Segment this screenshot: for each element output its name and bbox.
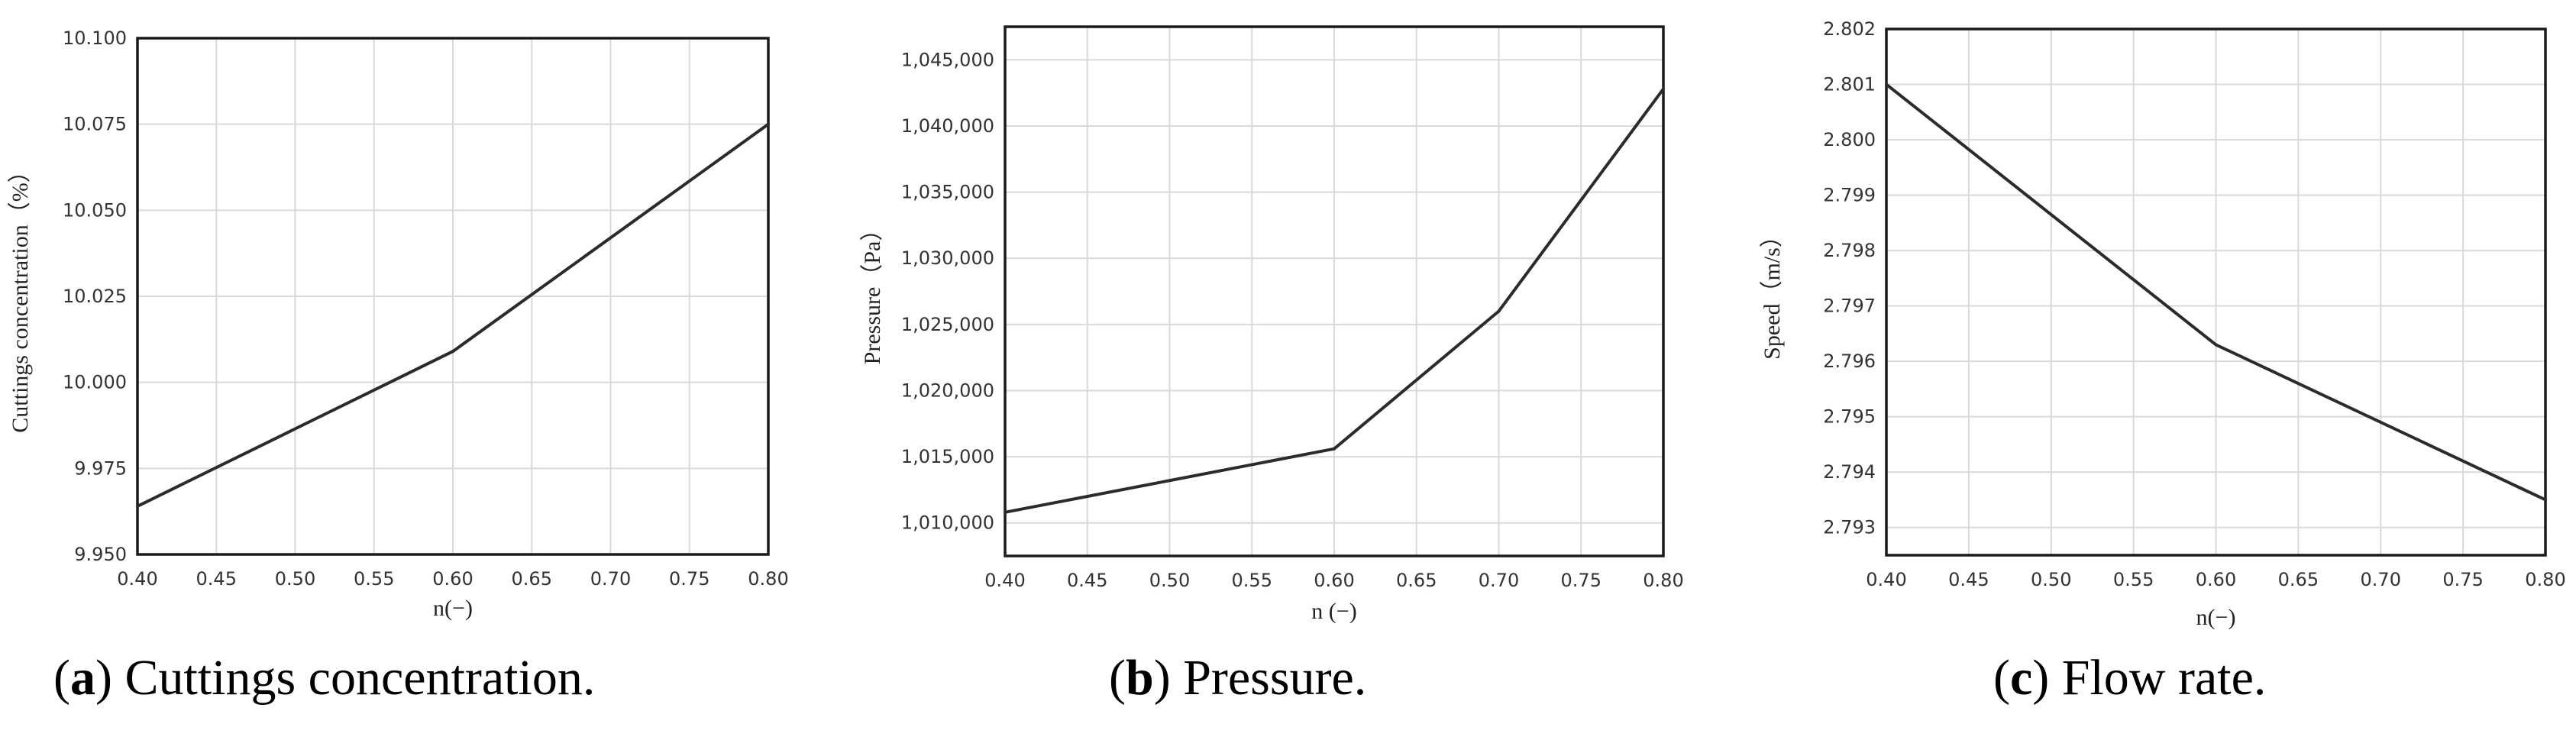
plot-frame [1885, 27, 2547, 557]
caption-a: (a) Cuttings concentration. [53, 650, 596, 706]
x-tick-label: 0.60 [1314, 570, 1354, 591]
plot-frame [1004, 25, 1665, 557]
y-tick-label: 9.950 [74, 544, 127, 565]
data-point [1885, 82, 1888, 86]
data-point [1333, 447, 1336, 451]
x-tick-label: 0.50 [2031, 569, 2071, 590]
caption-b: (b) Pressure. [1109, 650, 1367, 706]
x-tick-label: 0.65 [2278, 569, 2319, 590]
x-tick-label: 0.70 [590, 568, 631, 590]
caption-a-text: Cuttings concentration. [124, 650, 596, 706]
data-point [767, 122, 770, 126]
plot-frame [136, 37, 770, 556]
x-tick-label: 0.55 [2113, 569, 2154, 590]
x-tick-label: 0.65 [1396, 570, 1437, 591]
x-tick-label: 0.50 [1149, 570, 1190, 591]
x-tick-label: 0.40 [1866, 569, 1906, 590]
x-tick-label: 0.45 [196, 568, 237, 590]
y-axis-label: Speed（m/s） [1760, 225, 1785, 360]
x-tick-label: 0.40 [984, 570, 1025, 591]
y-tick-label: 1,035,000 [901, 182, 994, 203]
x-tick-label: 0.75 [2442, 569, 2483, 590]
caption-b-letter: b [1125, 650, 1154, 706]
x-tick-label: 0.80 [748, 568, 788, 590]
y-tick-label: 2.798 [1823, 240, 1876, 261]
caption-c-letter: c [2009, 650, 2033, 706]
data-point [136, 504, 139, 508]
data-point [1004, 510, 1007, 514]
y-tick-label: 2.800 [1823, 129, 1876, 150]
y-tick-label: 10.100 [63, 27, 127, 49]
y-tick-label: 2.795 [1823, 406, 1876, 428]
data-point [2214, 343, 2218, 347]
x-tick-label: 0.45 [1067, 570, 1107, 591]
y-axis-label: Pressure（Pa） [860, 218, 885, 365]
caption-c-text: Flow rate. [2061, 650, 2267, 706]
y-tick-label: 10.025 [63, 286, 127, 307]
y-tick-label: 2.797 [1823, 296, 1876, 317]
caption-b-text: Pressure. [1183, 650, 1367, 706]
x-axis-label: n(−) [433, 596, 473, 621]
y-tick-label: 10.050 [63, 199, 127, 221]
y-tick-label: 1,030,000 [901, 247, 994, 269]
y-tick-label: 10.075 [63, 114, 127, 135]
y-tick-label: 2.796 [1823, 351, 1876, 372]
y-tick-label: 1,045,000 [901, 49, 994, 70]
series-line [1004, 88, 1665, 514]
y-tick-label: 2.801 [1823, 74, 1876, 95]
chart-panel-b: 0.40 0.45 0.50 0.55 0.60 0.65 0.70 0.75 0.80 1,01… [860, 25, 1684, 624]
x-tick-label: 0.45 [1948, 569, 1989, 590]
x-tick-label: 0.70 [2361, 569, 2401, 590]
x-tick-label: 0.60 [432, 568, 473, 590]
y-tick-label: 10.000 [63, 372, 127, 393]
x-tick-label: 0.55 [354, 568, 394, 590]
y-tick-label: 1,040,000 [901, 115, 994, 137]
data-point [2544, 498, 2547, 502]
y-tick-label: 1,010,000 [901, 512, 994, 534]
x-tick-label: 0.75 [669, 568, 709, 590]
y-tick-label: 2.794 [1823, 461, 1876, 483]
caption-c: (c) Flow rate. [1993, 650, 2267, 706]
x-axis-label: n(−) [2196, 605, 2236, 630]
y-tick-label: 2.793 [1823, 517, 1876, 538]
x-tick-label: 0.60 [2196, 569, 2236, 590]
y-tick-label: 1,025,000 [901, 314, 994, 335]
chart-panel-c: 0.40 0.45 0.50 0.55 0.60 0.65 0.70 0.75 0.80 2.79… [1760, 18, 2566, 630]
caption-a-letter: a [69, 650, 95, 706]
y-tick-label: 9.975 [74, 457, 127, 479]
x-tick-label: 0.70 [1479, 570, 1519, 591]
x-tick-label: 0.80 [2525, 569, 2565, 590]
x-tick-label: 0.75 [1561, 570, 1602, 591]
y-axis-label: Cuttings concentration（%） [8, 160, 33, 432]
x-tick-label: 0.50 [275, 568, 315, 590]
x-tick-label: 0.65 [512, 568, 552, 590]
y-tick-label: 2.799 [1823, 185, 1876, 206]
x-tick-label: 0.80 [1643, 570, 1683, 591]
y-tick-label: 2.802 [1823, 18, 1876, 40]
x-tick-label: 0.40 [117, 568, 157, 590]
x-tick-label: 0.55 [1232, 570, 1272, 591]
chart-panel-a: 0.40 0.45 0.50 0.55 0.60 0.65 0.70 0.75 0.80 9.95… [8, 27, 789, 621]
data-point [451, 350, 454, 354]
y-tick-label: 1,020,000 [901, 380, 994, 401]
x-axis-label: n (−) [1311, 599, 1356, 624]
data-point [1662, 87, 1665, 91]
data-point [1497, 309, 1501, 313]
y-tick-label: 1,015,000 [901, 446, 994, 467]
